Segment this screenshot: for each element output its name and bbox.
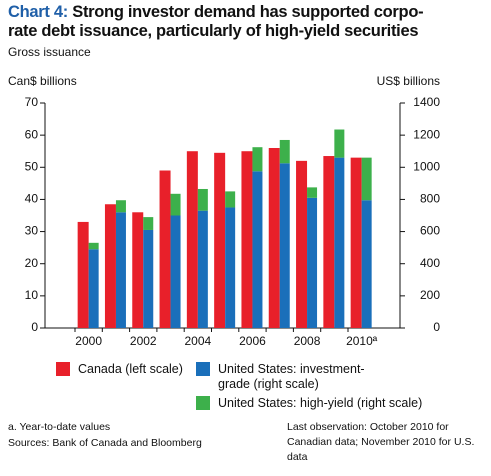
- y2-tick-label: 1000: [413, 159, 440, 173]
- bar: [334, 157, 345, 328]
- bar: [225, 207, 236, 328]
- last-observation: Last observation: October 2010 for Canad…: [287, 421, 475, 463]
- y2-tick-label: 800: [420, 192, 440, 206]
- bar: [132, 212, 144, 328]
- bar: [104, 204, 116, 328]
- bar: [77, 221, 89, 328]
- y-tick-label: 30: [25, 224, 39, 238]
- y-tick-label: 0: [31, 320, 38, 334]
- title: Chart 4: Strong investor demand has supp…: [8, 3, 424, 41]
- bar: [197, 188, 208, 211]
- y2-tick-label: 600: [420, 224, 440, 238]
- y2-tick-label: 1200: [413, 127, 440, 141]
- bar: [214, 152, 226, 328]
- legend-swatch: [196, 362, 210, 376]
- y-tick-label: 40: [25, 192, 39, 206]
- bar: [361, 157, 372, 201]
- y2-tick-label: 200: [420, 288, 440, 302]
- bar: [279, 139, 290, 164]
- bar: [268, 148, 280, 328]
- title-line: rate debt issuance, particularly of high…: [8, 22, 419, 40]
- bar: [170, 215, 181, 328]
- bar: [115, 200, 126, 213]
- bar: [241, 151, 253, 328]
- legend-swatch: [56, 362, 70, 376]
- x-tick-label: 2002: [130, 334, 157, 348]
- bar: [361, 200, 372, 328]
- bar: [115, 212, 126, 328]
- x-tick-label: 2010ª: [346, 334, 378, 348]
- bar: [252, 171, 263, 328]
- bar: [323, 156, 335, 328]
- y-tick-label: 10: [25, 288, 39, 302]
- bar: [143, 217, 154, 230]
- bar: [225, 191, 236, 208]
- bar: [334, 129, 345, 158]
- x-tick-label: 2008: [294, 334, 321, 348]
- bar: [197, 210, 208, 328]
- y2-tick-label: 0: [433, 320, 440, 334]
- y2-tick-label: 1400: [413, 95, 440, 109]
- bar: [252, 147, 263, 172]
- bar: [143, 229, 154, 328]
- bar: [307, 197, 318, 328]
- x-tick-label: 2004: [184, 334, 211, 348]
- legend-swatch: [196, 396, 210, 410]
- bar: [350, 157, 362, 328]
- bar: [279, 163, 290, 328]
- bar: [88, 242, 99, 250]
- legend-label: Canada (left scale): [78, 362, 183, 376]
- y-tick-label: 70: [25, 95, 39, 109]
- y2-axis-label: US$ billions: [377, 74, 440, 88]
- legend-label: United States: high-yield (right scale): [218, 396, 423, 410]
- legend-label: United States: investment-grade (right s…: [218, 362, 365, 391]
- subtitle: Gross issuance: [8, 45, 91, 59]
- y-tick-label: 50: [25, 159, 39, 173]
- source: Sources: Bank of Canada and Bloomberg: [8, 437, 202, 449]
- bar: [88, 249, 99, 328]
- y-tick-label: 20: [25, 256, 39, 270]
- footnote: a. Year-to-date values: [8, 421, 111, 433]
- x-tick-label: 2000: [75, 334, 102, 348]
- bar: [307, 187, 318, 198]
- y2-tick-label: 400: [420, 256, 440, 270]
- bar: [186, 151, 198, 328]
- title-label: Chart 4:: [8, 3, 68, 21]
- title-line: Strong investor demand has supported cor…: [72, 3, 424, 21]
- x-tick-label: 2006: [239, 334, 266, 348]
- bar: [159, 170, 171, 328]
- y-axis-label: Can$ billions: [8, 74, 77, 88]
- y-tick-label: 60: [25, 127, 39, 141]
- bar: [170, 193, 181, 216]
- bar: [296, 160, 308, 328]
